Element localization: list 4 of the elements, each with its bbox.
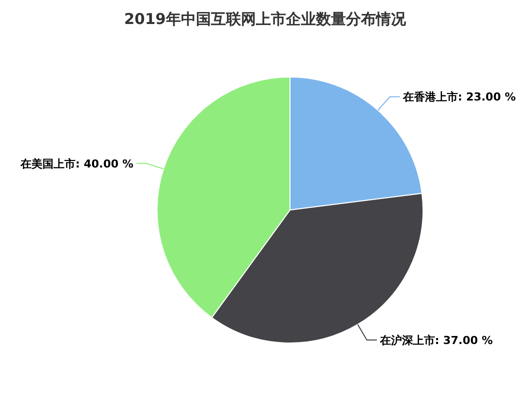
slice-label: 在香港上市: 23.00 % [402,90,516,104]
chart-title: 2019年中国互联网上市企业数量分布情况 [124,10,407,28]
slice-label: 在沪深上市: 37.00 % [378,334,493,347]
slice-label: 在美国上市: 40.00 % [20,157,134,170]
